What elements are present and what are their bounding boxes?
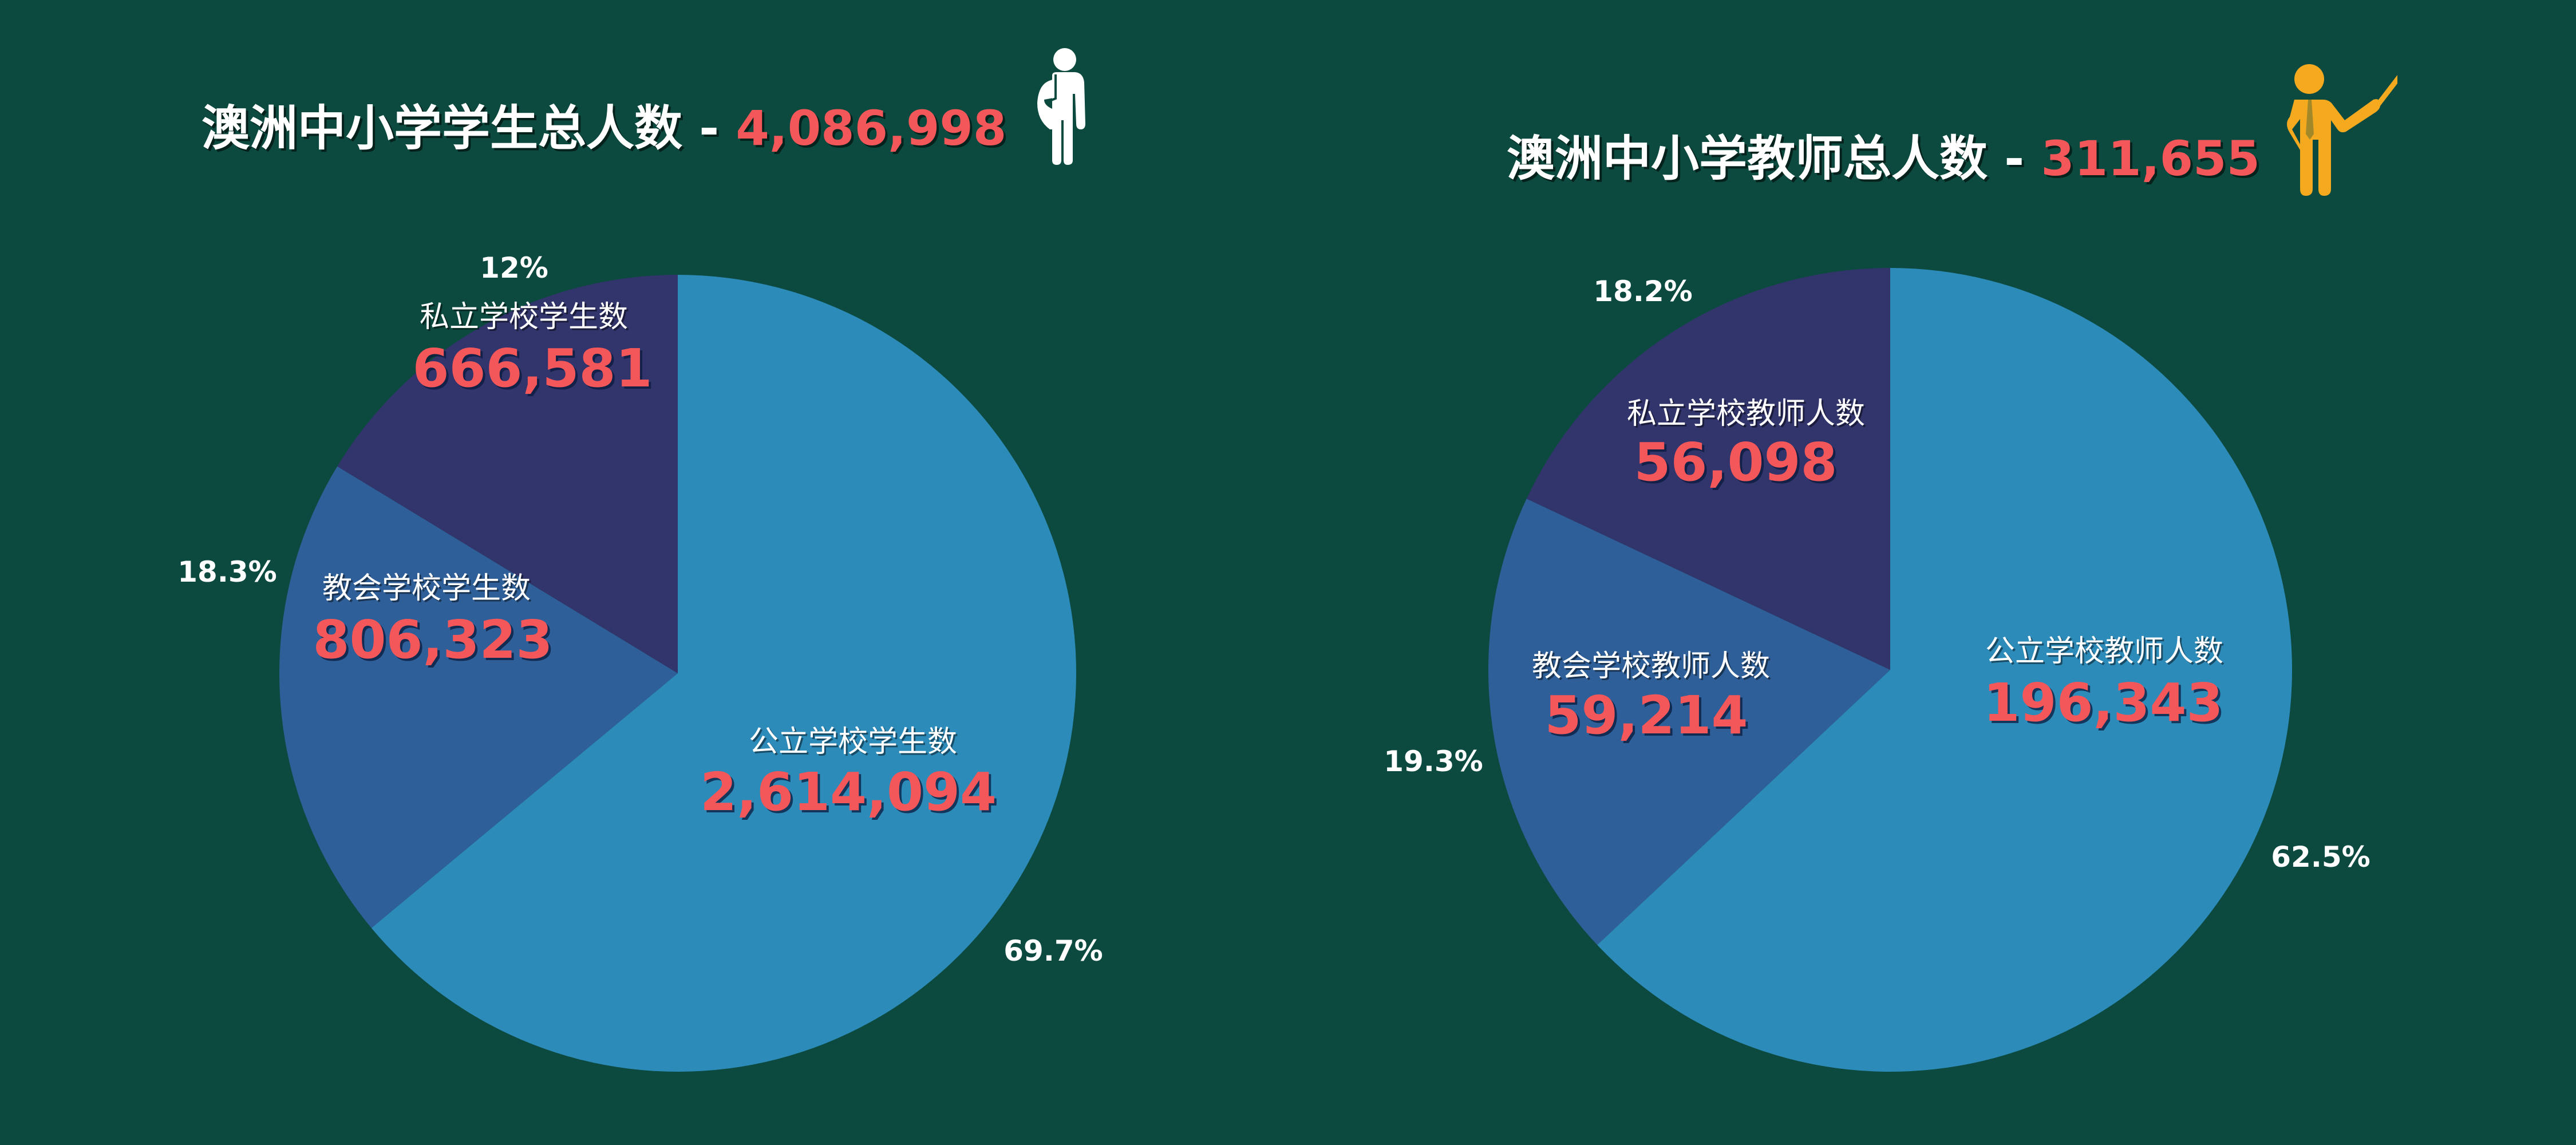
students-public-label: 公立学校学生数	[748, 725, 958, 759]
student-icon	[1037, 48, 1085, 165]
teachers-total: 311,655	[2041, 131, 2260, 187]
teachers-title: 澳洲中小学教师总人数 - 311,655	[1507, 135, 2260, 183]
students-private-label: 私立学校学生数	[419, 300, 629, 334]
students-church-label: 教会学校学生数	[322, 571, 531, 606]
teachers-church-value: 59,214	[1544, 685, 1748, 746]
students-private-slice	[337, 275, 678, 673]
teachers-private-slice	[1526, 268, 1890, 670]
students-title-text: 澳洲中小学学生总人数 -	[202, 100, 736, 156]
teachers-private-percent: 18.2%	[1593, 275, 1693, 308]
students-total: 4,086,998	[736, 100, 1007, 156]
teachers-public-slice	[1597, 268, 2292, 1072]
teachers-title-text: 澳洲中小学教师总人数 -	[1507, 131, 2041, 187]
students-private-value: 666,581	[412, 338, 653, 399]
teachers-public-value: 196,343	[1983, 672, 2223, 733]
teachers-private-label: 私立学校教师人数	[1626, 397, 1866, 431]
students-church-slice	[279, 466, 678, 928]
students-public-slice	[371, 275, 1077, 1072]
teachers-church-slice	[1488, 499, 1890, 945]
teachers-church-percent: 19.3%	[1384, 745, 1483, 778]
students-private-percent: 12%	[480, 251, 548, 285]
students-church-percent: 18.3%	[177, 555, 277, 589]
students-title: 澳洲中小学学生总人数 - 4,086,998	[202, 104, 1006, 152]
students-public-percent: 69.7%	[1003, 934, 1103, 968]
students-church-value: 806,323	[313, 609, 553, 670]
teachers-church-label: 教会学校教师人数	[1531, 649, 1771, 684]
teachers-public-percent: 62.5%	[2271, 840, 2370, 874]
teachers-public-label: 公立学校教师人数	[1985, 634, 2224, 669]
teacher-icon	[2287, 64, 2397, 196]
students-public-value: 2,614,094	[700, 761, 997, 823]
teachers-private-value: 56,098	[1634, 432, 1838, 493]
